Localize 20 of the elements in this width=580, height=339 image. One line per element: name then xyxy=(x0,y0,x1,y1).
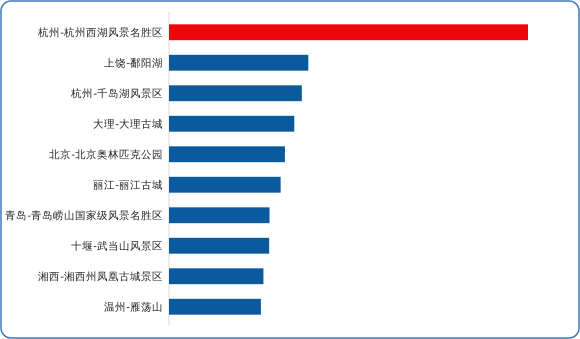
y-tick-label: 青岛-青岛崂山国家级风景名胜区 xyxy=(5,208,163,222)
y-tick-label: 十堰-武当山风景区 xyxy=(71,239,163,252)
y-tick-label: 丽江-丽江古城 xyxy=(93,178,163,192)
bar xyxy=(169,298,261,315)
y-tick-label: 温州-雁荡山 xyxy=(104,300,163,314)
bar xyxy=(169,85,302,102)
bar xyxy=(169,268,264,284)
bar xyxy=(169,176,281,193)
bar xyxy=(169,116,294,132)
bar xyxy=(169,54,308,71)
bar xyxy=(169,238,270,254)
y-tick-label: 上饶-鄱阳湖 xyxy=(104,56,163,70)
y-tick-label: 湘西-湘西州凤凰古城景区 xyxy=(38,270,163,283)
y-tick-label: 杭州-杭州西湖风景名胜区 xyxy=(37,26,163,39)
y-tick-label: 杭州-千岛湖风景区 xyxy=(70,86,163,100)
bar xyxy=(169,146,285,162)
y-tick-label: 北京-北京奥林匹克公园 xyxy=(49,148,163,161)
y-tick-label: 大理-大理古城 xyxy=(93,117,163,130)
bar xyxy=(169,24,528,40)
bar xyxy=(169,207,270,224)
